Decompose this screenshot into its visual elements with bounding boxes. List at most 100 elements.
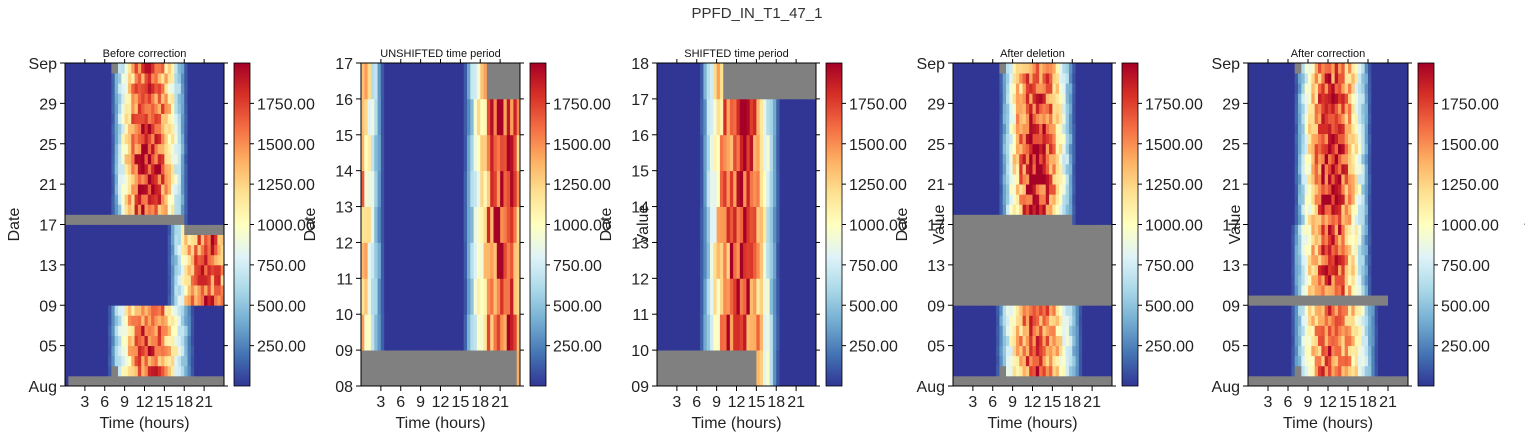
- heatmap-cell: [480, 134, 484, 172]
- heatmap-cell: [1301, 295, 1306, 306]
- heatmap-cell: [407, 134, 412, 172]
- heatmap-cell: [992, 153, 997, 165]
- heatmap-cell: [1075, 375, 1080, 387]
- heatmap-cell: [739, 134, 744, 172]
- heatmap-cell: [161, 184, 165, 195]
- heatmap-cell: [1075, 234, 1080, 246]
- heatmap-cell: [197, 133, 202, 145]
- heatmap-cell: [1308, 365, 1312, 377]
- heatmap-cell: [953, 63, 957, 74]
- heatmap-cell: [500, 206, 504, 243]
- heatmap-cell: [959, 335, 964, 347]
- heatmap-cell: [789, 98, 794, 136]
- heatmap-cell: [68, 153, 73, 165]
- heatmap-cell: [1098, 234, 1103, 246]
- heatmap-cell: [194, 224, 198, 235]
- heatmap-cell: [1006, 204, 1010, 215]
- heatmap-cell: [450, 314, 455, 351]
- heatmap-cell: [167, 214, 172, 225]
- heatmap-cell: [147, 153, 152, 165]
- heatmap-cell: [1035, 295, 1040, 306]
- heatmap-cell: [1015, 194, 1020, 205]
- heatmap-cell: [1035, 254, 1040, 266]
- heatmap-cell: [496, 314, 501, 351]
- heatmap-cell: [513, 98, 518, 136]
- heatmap-cell: [976, 73, 980, 84]
- heatmap-cell: [959, 204, 964, 215]
- heatmap-cell: [171, 123, 175, 135]
- heatmap-cell: [118, 355, 122, 367]
- heatmap-cell: [118, 224, 122, 235]
- heatmap-cell: [716, 170, 721, 207]
- heatmap-cell: [1042, 73, 1047, 84]
- heatmap-cell: [1012, 305, 1017, 316]
- heatmap-cell: [68, 224, 73, 235]
- heatmap-cell: [457, 278, 461, 315]
- heatmap-cell: [370, 206, 375, 243]
- heatmap-cell: [989, 113, 994, 124]
- heatmap-cell: [164, 295, 169, 306]
- heatmap-cell: [733, 314, 737, 351]
- heatmap-cell: [108, 345, 112, 357]
- heatmap-cell: [1371, 234, 1376, 246]
- heatmap-cell: [1268, 305, 1272, 316]
- heatmap-cell: [104, 93, 109, 104]
- heatmap-cell: [154, 224, 159, 235]
- heatmap-cell: [121, 184, 126, 195]
- heatmap-cell: [161, 194, 165, 205]
- heatmap-cell: [440, 242, 445, 279]
- heatmap-cell: [470, 206, 475, 243]
- heatmap-cell: [101, 133, 106, 145]
- heatmap-cell: [397, 278, 402, 315]
- heatmap-cell: [144, 73, 149, 84]
- heatmap-cell: [108, 93, 112, 104]
- heatmap-cell: [1381, 295, 1386, 306]
- heatmap-cell: [1394, 355, 1399, 367]
- heatmap-cell: [959, 244, 964, 256]
- x-axis-label: Time (hours): [691, 415, 781, 432]
- heatmap-cell: [1025, 214, 1030, 225]
- heatmap-cell: [1298, 295, 1302, 306]
- heatmap-cell: [68, 234, 73, 246]
- heatmap-cell: [1298, 254, 1302, 266]
- heatmap-cell: [190, 305, 195, 316]
- heatmap-cell: [1261, 315, 1266, 326]
- heatmap-cell: [390, 350, 395, 387]
- heatmap-cell: [68, 254, 73, 266]
- heatmap-cell: [1358, 244, 1362, 256]
- heatmap-cell: [1318, 285, 1322, 296]
- heatmap-cell: [976, 224, 980, 235]
- y-tick-label: 16: [335, 92, 353, 109]
- heatmap-cell: [1314, 325, 1319, 336]
- heatmap-cell: [486, 350, 491, 387]
- heatmap-cell: [982, 153, 987, 165]
- heatmap-cell: [187, 174, 192, 185]
- heatmap-cell: [157, 184, 162, 195]
- heatmap-cell: [1006, 194, 1010, 205]
- heatmap-cell: [969, 123, 974, 135]
- heatmap-cell: [197, 184, 202, 195]
- heatmap-cell: [94, 204, 99, 215]
- heatmap-cell: [1019, 83, 1023, 94]
- heatmap-cell: [65, 123, 69, 135]
- heatmap-cell: [180, 204, 185, 215]
- heatmap-cell: [1059, 345, 1063, 357]
- heatmap-cell: [1095, 365, 1100, 377]
- heatmap-cell: [683, 98, 688, 136]
- heatmap-cell: [151, 254, 155, 266]
- heatmap-cell: [154, 274, 159, 286]
- heatmap-cell: [1398, 335, 1402, 347]
- heatmap-cell: [174, 103, 179, 114]
- heatmap-cell: [1049, 63, 1053, 74]
- heatmap-cell: [147, 204, 152, 215]
- heatmap-cell: [118, 174, 122, 185]
- heatmap-cell: [164, 194, 169, 205]
- heatmap-cell: [999, 264, 1004, 276]
- heatmap-cell: [1314, 224, 1319, 235]
- heatmap-cell: [127, 133, 132, 145]
- heatmap-cell: [104, 113, 109, 124]
- heatmap-cell: [700, 278, 704, 315]
- heatmap-cell: [111, 285, 116, 296]
- heatmap-cell: [423, 170, 428, 207]
